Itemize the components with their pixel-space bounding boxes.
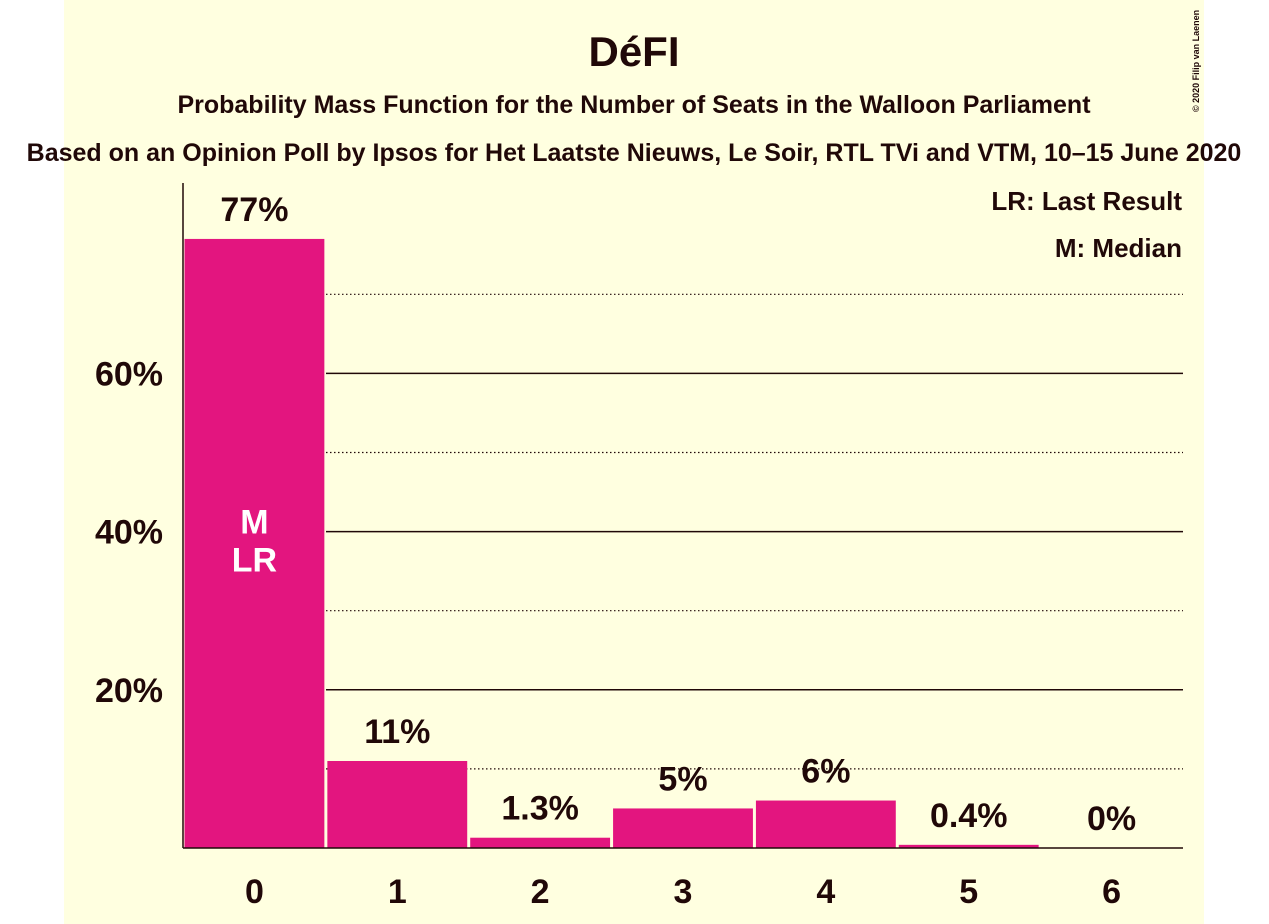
value-label-6: 0% [1087,800,1136,838]
bar-1 [327,760,468,848]
value-label-0: 77% [220,191,288,229]
chart-source: Based on an Opinion Poll by Ipsos for He… [27,139,1242,167]
x-tick-label-0: 0 [245,873,264,911]
bar-5 [898,844,1039,848]
x-tick-label-4: 4 [816,873,835,911]
x-tick-label-6: 6 [1102,873,1121,911]
bar-4 [755,800,896,848]
chart-subtitle: Probability Mass Function for the Number… [177,91,1091,119]
legend-last-result: LR: Last Result [991,186,1182,216]
y-tick-label: 40% [95,514,163,552]
y-axis-ticks: 20% 40% 60% [95,355,163,709]
bar-3 [613,808,753,848]
bar-annotation-lr: LR [232,541,277,579]
value-labels: 77% 11% 1.3% 5% 6% 0.4% 0% MLR [220,191,1136,838]
y-tick-label: 60% [95,355,163,393]
x-tick-label-5: 5 [959,873,978,911]
value-label-2: 1.3% [501,790,579,828]
copyright-note: © 2020 Filip van Laenen [1191,10,1201,112]
legend-median: M: Median [1055,233,1182,263]
bar-0 [184,238,325,848]
bar-annotation-m: M [240,503,268,541]
y-tick-label: 20% [95,672,163,710]
value-label-1: 11% [364,713,430,751]
gridlines [326,293,1183,770]
x-axis-ticks: 0 1 2 3 4 5 6 [245,873,1121,911]
x-tick-label-1: 1 [388,873,407,911]
value-label-5: 0.4% [930,797,1008,835]
x-tick-label-3: 3 [674,873,693,911]
chart-title: DéFI [588,28,679,75]
bars [184,238,1039,848]
value-label-3: 5% [658,760,707,798]
bar-2 [470,837,611,848]
value-label-4: 6% [801,753,850,791]
x-tick-label-2: 2 [531,873,550,911]
